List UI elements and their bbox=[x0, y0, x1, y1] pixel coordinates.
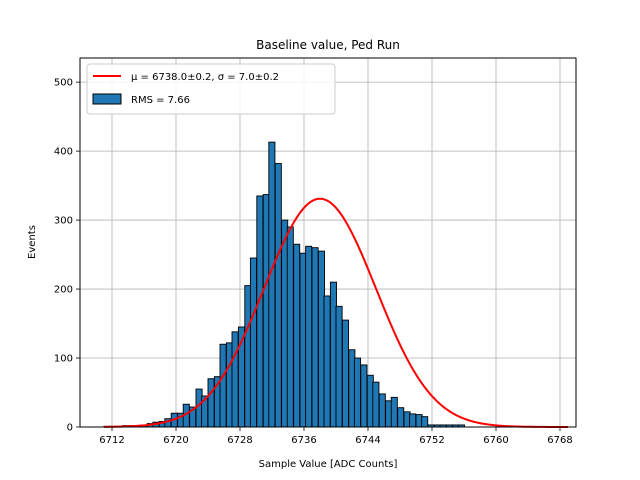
x-tick-label: 6720 bbox=[163, 435, 188, 446]
legend-fit-label: μ = 6738.0±0.2, σ = 7.0±0.2 bbox=[131, 72, 279, 83]
x-tick-label: 6760 bbox=[483, 435, 508, 446]
x-axis-label: Sample Value [ADC Counts] bbox=[259, 459, 398, 470]
histogram-bar bbox=[335, 305, 343, 428]
y-tick-label: 100 bbox=[54, 354, 73, 365]
x-tick-label: 6744 bbox=[355, 435, 380, 446]
histogram-bar bbox=[323, 295, 331, 428]
x-tick-label: 6736 bbox=[291, 435, 316, 446]
histogram-bar bbox=[372, 381, 380, 428]
histogram-bar bbox=[249, 257, 257, 428]
fit-curve-layer bbox=[103, 197, 568, 428]
gaussian-fit-curve bbox=[103, 197, 568, 428]
histogram-bar bbox=[409, 413, 417, 428]
histogram-bar bbox=[311, 247, 319, 428]
histogram-bar bbox=[397, 407, 405, 428]
histogram-bar bbox=[378, 393, 386, 428]
histogram-bar bbox=[256, 195, 264, 428]
histogram-bar bbox=[219, 343, 227, 428]
histogram-bar bbox=[390, 396, 398, 428]
legend-box bbox=[86, 63, 336, 115]
axis-ticks: 6712 6720 6728 6736 6744 6752 6760 6768 0 100 200 3… bbox=[54, 78, 573, 446]
x-tick-label: 6712 bbox=[99, 435, 124, 446]
plot-area-frame bbox=[79, 57, 577, 428]
histogram-bar bbox=[207, 378, 215, 428]
x-tick-label: 6728 bbox=[227, 435, 252, 446]
legend-histogram-swatch bbox=[92, 93, 122, 105]
histogram-bar bbox=[231, 331, 239, 428]
y-tick-label: 500 bbox=[54, 78, 73, 89]
histogram-bar bbox=[353, 357, 361, 428]
y-tick-label: 300 bbox=[54, 216, 73, 227]
histogram-bar bbox=[421, 416, 429, 428]
y-tick-label: 400 bbox=[54, 147, 73, 158]
histogram-bar bbox=[274, 163, 282, 428]
y-axis-label: Events bbox=[27, 225, 38, 259]
histogram-bar bbox=[341, 319, 349, 428]
legend-histogram-label: RMS = 7.66 bbox=[131, 95, 190, 106]
y-tick-label: 200 bbox=[54, 285, 73, 296]
x-tick-label: 6752 bbox=[419, 435, 444, 446]
histogram-bar bbox=[268, 141, 276, 428]
histogram-bar bbox=[305, 245, 313, 428]
chart-title: Baseline value, Ped Run bbox=[256, 38, 400, 52]
y-tick-label: 0 bbox=[67, 423, 73, 434]
histogram-bar bbox=[286, 226, 294, 428]
histogram-bar bbox=[293, 243, 301, 428]
histogram-bar bbox=[360, 364, 368, 428]
x-tick-label: 6768 bbox=[547, 435, 572, 446]
legend: μ = 6738.0±0.2, σ = 7.0±0.2 RMS = 7.66 bbox=[86, 63, 336, 115]
